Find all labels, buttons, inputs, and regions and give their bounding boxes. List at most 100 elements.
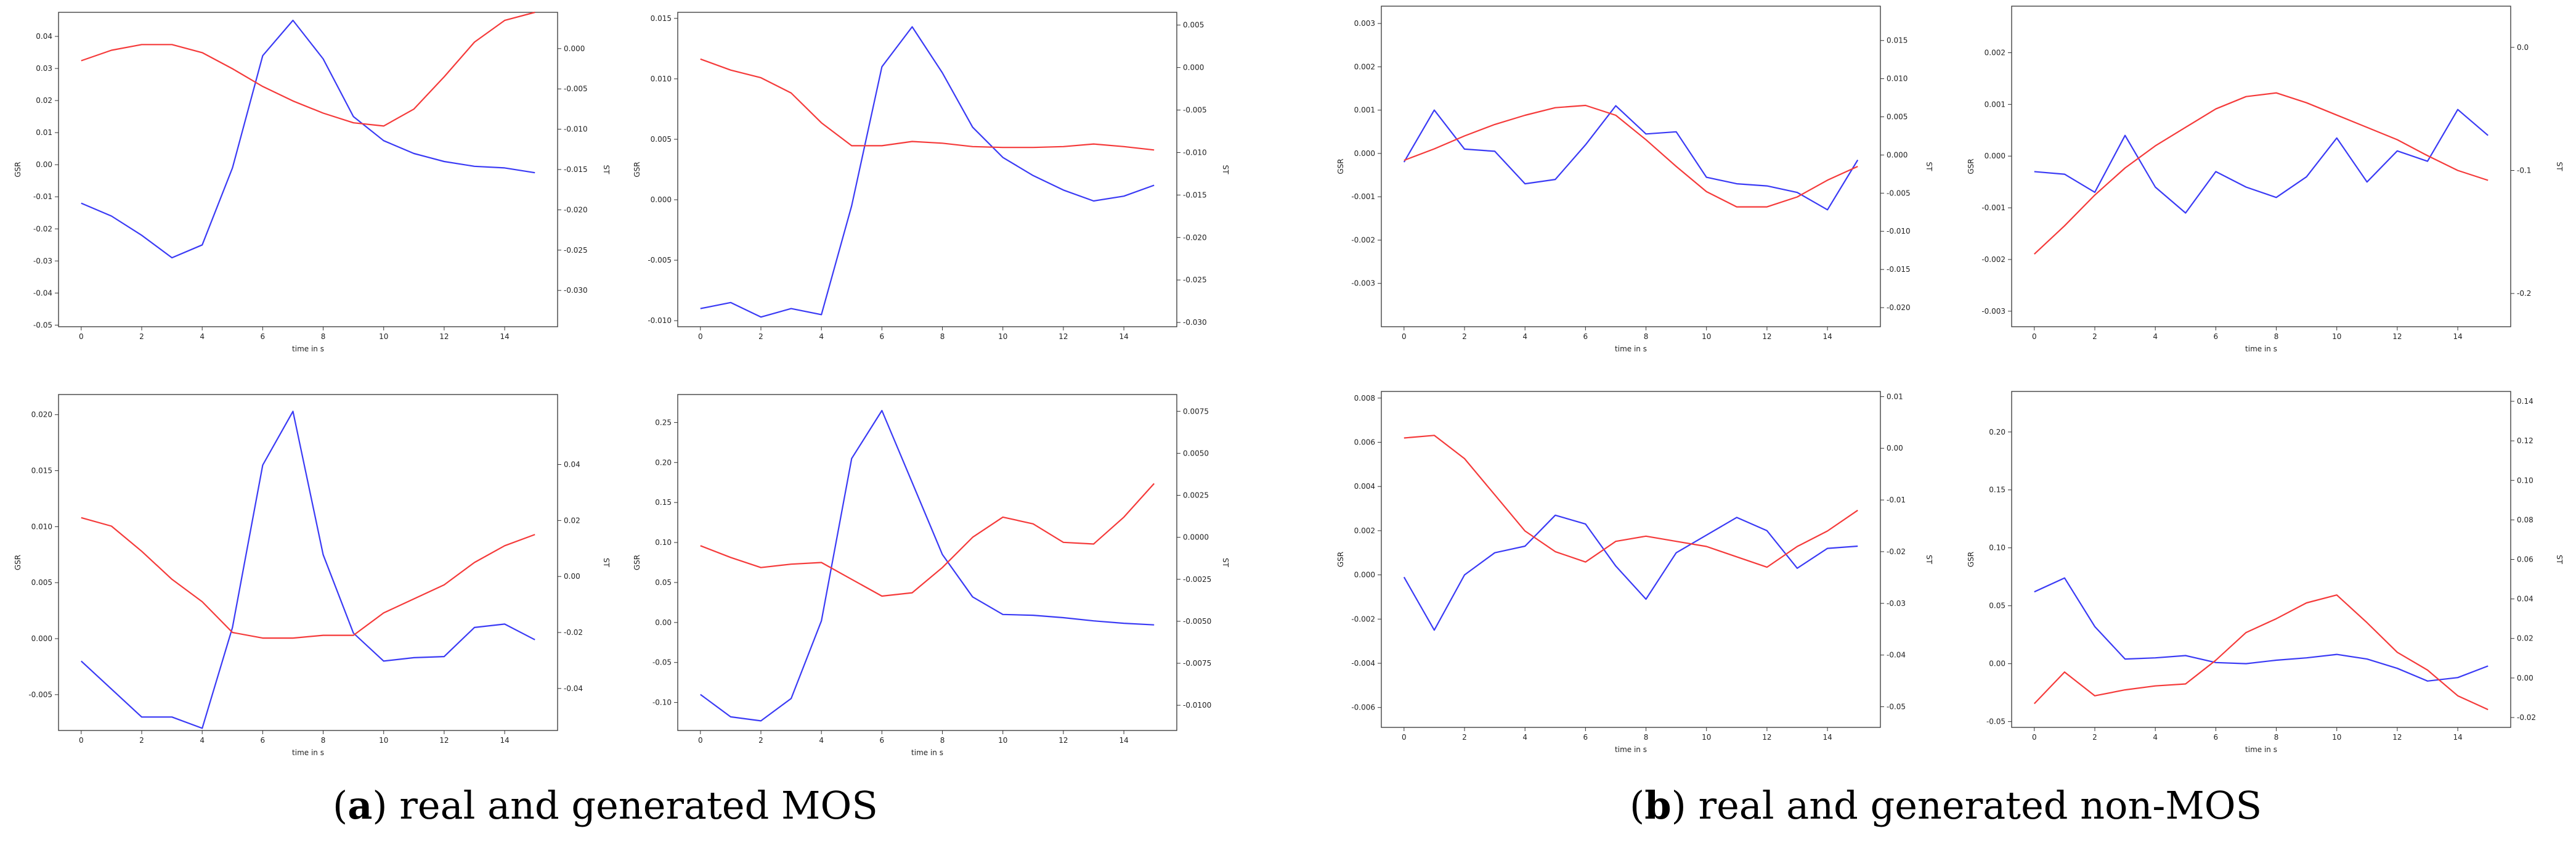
y-tick-label: -0.03 xyxy=(33,256,52,265)
y2-axis-label: ST xyxy=(602,558,611,568)
x-tick-label: 4 xyxy=(819,332,824,341)
x-tick-label: 14 xyxy=(1822,733,1832,742)
x-tick-label: 8 xyxy=(321,736,326,745)
x-tick-label: 2 xyxy=(2092,733,2097,742)
y2-tick-label: 0.00 xyxy=(2517,674,2533,682)
y2-tick-label: 0.005 xyxy=(1887,113,1908,121)
x-tick-label: 6 xyxy=(1583,733,1588,742)
y-tick-label: -0.04 xyxy=(33,288,52,297)
y2-tick-label: -0.005 xyxy=(1887,189,1911,197)
y2-tick-label: 0.06 xyxy=(2517,555,2533,564)
y-tick-label: 0.000 xyxy=(1354,149,1375,158)
y2-axis-label: ST xyxy=(1221,558,1230,568)
y2-axis-label: ST xyxy=(1221,165,1230,175)
y-axis-label: GSR xyxy=(633,162,641,177)
y-tick-label: 0.002 xyxy=(1985,48,2005,57)
y-tick-label: 0.008 xyxy=(1354,394,1375,403)
x-tick-label: 2 xyxy=(2092,332,2097,341)
x-tick-label: 14 xyxy=(2453,332,2462,341)
x-tick-label: 2 xyxy=(1462,733,1467,742)
y2-tick-label: 0.02 xyxy=(2517,634,2533,643)
y-tick-label: 0.01 xyxy=(36,128,52,137)
x-tick-label: 0 xyxy=(79,332,84,341)
y-tick-label: 0.001 xyxy=(1354,106,1375,115)
y2-tick-label: 0.01 xyxy=(1887,392,1903,401)
y2-tick-label: 0.0025 xyxy=(1183,491,1209,500)
y-tick-label: 0.000 xyxy=(31,634,52,643)
x-tick-label: 12 xyxy=(439,736,449,745)
y2-tick-label: 0.0075 xyxy=(1183,407,1209,415)
y-tick-label: 0.00 xyxy=(36,160,52,169)
x-tick-label: 8 xyxy=(321,332,326,341)
y2-tick-label: 0.12 xyxy=(2517,436,2533,445)
y-tick-label: 0.10 xyxy=(655,538,672,547)
y2-tick-label: -0.03 xyxy=(1887,599,1906,608)
y-tick-label: 0.000 xyxy=(1354,571,1375,579)
y-tick-label: 0.003 xyxy=(1354,19,1375,28)
plot-frame xyxy=(1381,391,1881,728)
y2-tick-label: -0.04 xyxy=(564,684,583,693)
plot-frame xyxy=(58,12,558,327)
y-tick-label: 0.015 xyxy=(651,14,672,23)
x-tick-label: 10 xyxy=(2332,332,2341,341)
series-line-gsr xyxy=(2034,108,2489,214)
y-tick-label: 0.15 xyxy=(655,498,672,507)
y-tick-label: -0.05 xyxy=(33,321,52,329)
x-tick-label: 0 xyxy=(1402,733,1407,742)
chart-a3: 0 2 4 6 8 10 12 14 -0.005 0.000 0.005 0.010 0.015 0.0… xyxy=(14,394,611,757)
x-tick-label: 2 xyxy=(1462,332,1467,341)
x-tick-label: 0 xyxy=(698,332,703,341)
y-tick-label: -0.006 xyxy=(1351,703,1375,712)
y-tick-label: 0.000 xyxy=(651,195,672,204)
x-axis-label: time in s xyxy=(1615,745,1647,754)
y2-tick-label: 0.000 xyxy=(1887,150,1908,159)
y2-tick-label: -0.05 xyxy=(1887,702,1906,711)
y-tick-label: 0.15 xyxy=(1989,486,2005,494)
x-tick-label: 12 xyxy=(2392,332,2402,341)
y2-axis-label: ST xyxy=(1925,162,1933,172)
y-tick-label: 0.04 xyxy=(36,32,52,41)
y2-tick-label: 0.0000 xyxy=(1183,533,1209,542)
x-tick-label: 0 xyxy=(1402,332,1407,341)
y2-tick-label: -0.0025 xyxy=(1183,575,1211,584)
y-tick-label: -0.10 xyxy=(652,698,672,707)
y-tick-label: -0.01 xyxy=(33,192,52,201)
x-tick-label: 8 xyxy=(1644,332,1649,341)
y2-tick-label: -0.02 xyxy=(1887,547,1906,556)
y-tick-label: 0.00 xyxy=(655,618,672,627)
x-tick-label: 0 xyxy=(698,736,703,745)
y2-tick-label: 0.015 xyxy=(1887,36,1908,45)
x-tick-label: 0 xyxy=(2032,733,2037,742)
series-line-st xyxy=(81,11,535,127)
y2-tick-label: 0.0 xyxy=(2517,43,2529,52)
y2-tick-label: 0.00 xyxy=(1887,444,1903,452)
y2-tick-label: -0.1 xyxy=(2517,166,2531,174)
x-tick-label: 4 xyxy=(1522,733,1527,742)
x-tick-label: 12 xyxy=(1762,733,1771,742)
chart-b4: 0 2 4 6 8 10 12 14 -0.05 0.00 0.05 0.10 0.15 0.20 -0.0… xyxy=(1967,391,2564,754)
y2-tick-label: -0.01 xyxy=(1887,496,1906,504)
x-tick-label: 6 xyxy=(261,736,266,745)
y2-tick-label: -0.005 xyxy=(564,84,588,93)
y2-tick-label: -0.030 xyxy=(1183,318,1207,327)
y-tick-label: 0.002 xyxy=(1354,62,1375,71)
x-tick-label: 6 xyxy=(2214,733,2219,742)
y2-tick-label: -0.020 xyxy=(1887,303,1911,312)
x-tick-label: 12 xyxy=(1058,332,1068,341)
series-line-st xyxy=(1404,435,1858,568)
y2-tick-label: 0.02 xyxy=(564,516,580,525)
y2-tick-label: 0.14 xyxy=(2517,397,2533,406)
chart-a2: 0 2 4 6 8 10 12 14 -0.010 -0.005 0.000 0.005 0.010 0.… xyxy=(633,12,1230,341)
plot-frame xyxy=(1381,6,1881,327)
y-tick-label: 0.03 xyxy=(36,64,52,73)
series-line-gsr xyxy=(700,409,1155,722)
series-line-gsr xyxy=(2034,577,2489,682)
y2-tick-label: -0.0050 xyxy=(1183,617,1211,626)
series-line-gsr xyxy=(1403,514,1858,631)
x-tick-label: 4 xyxy=(819,736,824,745)
chart-b3: 0 2 4 6 8 10 12 14 -0.006 -0.004 -0.002 0.000 0.002 0… xyxy=(1336,391,1933,754)
chart-a4: 0 2 4 6 8 10 12 14 -0.10 -0.05 0.00 0.05 0.10 0.15 0.2… xyxy=(633,394,1230,757)
y-axis-label: GSR xyxy=(1967,552,1975,567)
x-tick-label: 12 xyxy=(1762,332,1771,341)
y-tick-label: 0.002 xyxy=(1354,526,1375,535)
